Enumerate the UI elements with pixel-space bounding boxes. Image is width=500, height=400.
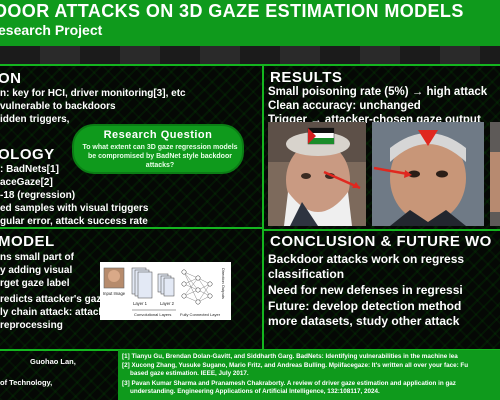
reference-line: understanding. Engineering Applications … [130,388,380,395]
reference-line: [3] Pavan Kumar Sharma and Pranamesh Cha… [122,380,456,387]
results-line: Clean accuracy: unchanged [268,100,421,112]
model-line: ns small part of [0,252,74,263]
red-triangle-marker-icon [418,130,438,146]
results-heading: RESULTS [270,69,343,86]
methodology-line: : BadNets[1] [0,164,59,175]
intro-line: idden triggers, [0,114,70,125]
fc-neurons [181,269,213,305]
research-question-bubble: Research Question To what extent can 3D … [72,124,244,174]
intro-heading: ON [0,70,22,87]
architecture-diagram-svg: Input Image Layer 1 Layer 2 Convolutiona… [103,267,226,317]
divider [262,229,500,231]
result-photo-3 [490,122,500,226]
research-question-title: Research Question [103,129,213,141]
model-line: ly chain attack: attack during data [0,307,162,318]
result-photo-3-drawing [490,122,500,226]
flag-badge-icon [307,127,335,145]
red-arrow-icon [323,170,361,190]
model-line: redicts attacker's gaze when trigger is [0,294,181,305]
model-heading: MODEL [0,233,55,250]
model-architecture-diagram: Input Image Layer 1 Layer 2 Convolutiona… [100,262,231,320]
author-line: Guohao Lan, [30,357,76,366]
divider [262,64,264,350]
methodology-line: gular error, attack success rate [0,216,148,227]
author-line: of Technology, [0,378,53,387]
conclusion-heading: CONCLUSION & FUTURE WO [270,233,492,250]
methodology-line: ed samples with visual triggers [0,203,149,214]
poster-subtitle: esearch Project [0,22,103,38]
poster-title: DOOR ATTACKS ON 3D GAZE ESTIMATION MODEL… [0,1,464,21]
input-image-label: Input Image [103,291,126,296]
fc-label: Fully Connected Layer [180,312,221,317]
author-block: Guohao Lan, of Technology, [0,352,112,400]
input-face-shape [108,270,120,282]
model-line: reprocessing [0,320,63,331]
divider [0,64,500,66]
result-photo-1 [268,122,366,226]
intro-line: vulnerable to backdoors [0,101,116,112]
reference-line: [1] Tianyu Gu, Brendan Dolan-Gavitt, and… [122,353,458,360]
reference-line: based gaze estimation. IEEE, July 2017. [130,370,249,377]
conclusion-line: classification [268,267,345,281]
conv-layer-1-map [137,271,153,299]
direction-outputs-label: Direction Outputs [221,268,226,299]
layer-2-label: Layer 2 [160,301,175,306]
conclusion-line: Need for new defenses in regressi [268,283,463,297]
conclusion-line: more datasets, study other attack [268,314,460,328]
result-photo-2 [372,122,484,226]
conclusion-line: Future: develop detection method [268,299,462,313]
convolutional-label: Convolutional Layers [134,312,171,317]
result-photo-2-drawing [372,122,484,226]
methodology-heading: OLOGY [0,146,55,163]
header-stripe [0,46,500,64]
reference-line: [2] Xucong Zhang, Yusuke Sugano, Mario F… [122,362,469,369]
layer-1-label: Layer 1 [133,301,148,306]
research-question-text: To what extent can 3D gaze regression mo… [82,144,238,169]
model-line: rget gaze label [0,278,70,289]
references-panel: [1] Tianyu Gu, Brendan Dolan-Gavitt, and… [118,350,500,400]
methodology-line: aceGaze[2] [0,177,53,188]
divider [0,227,262,229]
methodology-line: -18 (regression) [0,190,76,201]
result-photo-1-drawing [268,122,366,226]
intro-line: n: key for HCI, driver monitoring[3], et… [0,88,186,99]
header-banner: DOOR ATTACKS ON 3D GAZE ESTIMATION MODEL… [0,0,500,46]
conclusion-line: Backdoor attacks work on regress [268,252,465,266]
results-line: Small poisoning rate (5%) → high attack [268,86,488,98]
conv-layer-2-map [163,277,175,297]
model-line: y adding visual [0,265,73,276]
red-arrow-icon [373,166,412,178]
